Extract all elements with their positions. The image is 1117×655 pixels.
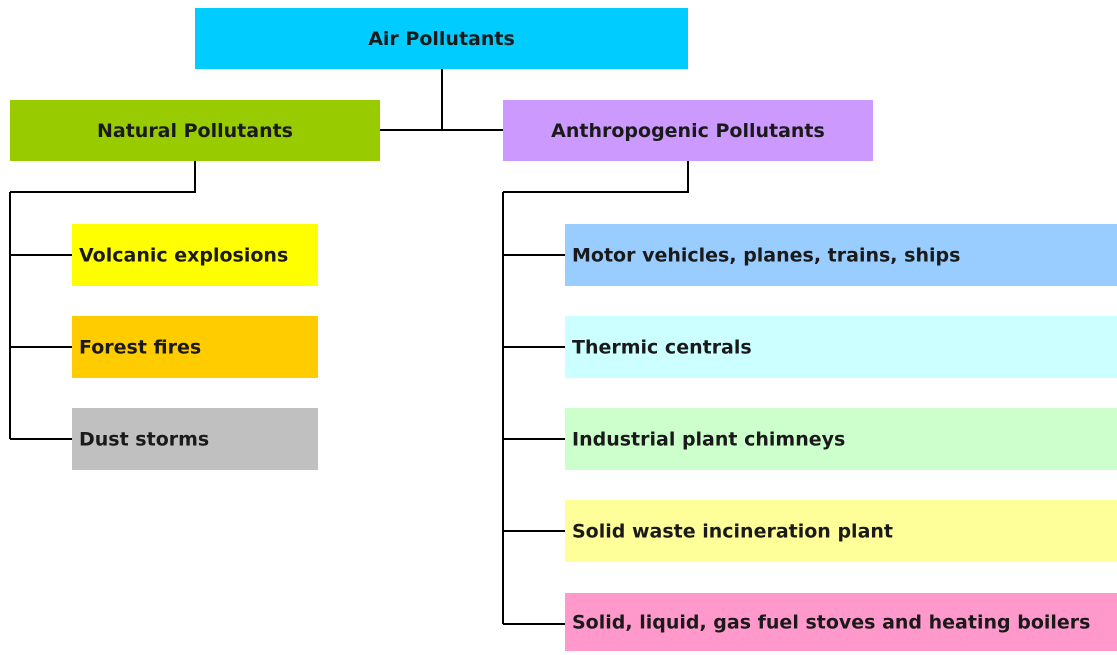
item-box <box>72 408 318 470</box>
item-box <box>72 316 318 378</box>
item-label: Motor vehicles, planes, trains, ships <box>572 245 960 267</box>
item-label: Solid, liquid, gas fuel stoves and heati… <box>572 612 1090 634</box>
item-label: Thermic centrals <box>572 337 752 359</box>
item-box <box>565 408 1117 470</box>
group-label: Anthropogenic Pollutants <box>551 120 825 142</box>
item-box <box>565 593 1117 651</box>
item-box <box>565 500 1117 562</box>
group-label: Natural Pollutants <box>97 120 293 142</box>
item-label: Volcanic explosions <box>79 245 288 267</box>
connector <box>503 161 689 193</box>
group-box <box>10 100 380 161</box>
item-label: Dust storms <box>79 429 209 451</box>
item-box <box>565 316 1117 378</box>
item-box <box>72 224 318 286</box>
group-box <box>503 100 873 161</box>
root-box <box>195 8 688 69</box>
item-box <box>565 224 1117 286</box>
root-label: Air Pollutants <box>368 28 515 50</box>
item-label: Solid waste incineration plant <box>572 521 893 543</box>
connector <box>10 161 196 193</box>
item-label: Forest fires <box>79 337 201 359</box>
item-label: Industrial plant chimneys <box>572 429 845 451</box>
